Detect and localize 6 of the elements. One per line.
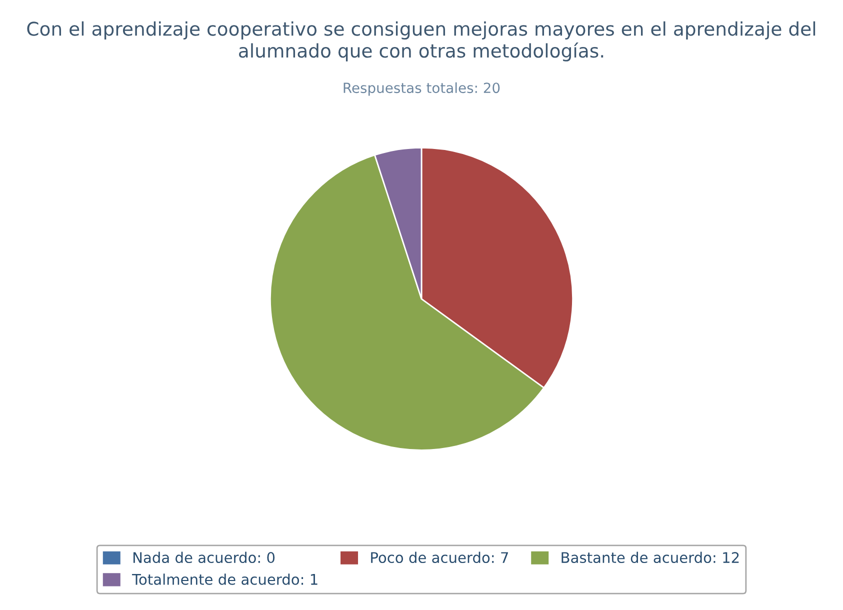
chart-subtitle: Respuestas totales: 20 — [344, 82, 500, 96]
legend-label: Nada de acuerdo: 0 — [133, 552, 275, 564]
legend-label: Totalmente de acuerdo: 1 — [132, 574, 318, 585]
chart-title: Con el aprendizaje cooperativo se consiguen mejoras mayores en el aprendizaje del alumnado que con otras metodologías. — [27, 21, 816, 62]
legend-label: Bastante de acuerdo: 12 — [562, 552, 739, 564]
legend-label: Poco de acuerdo: 7 — [371, 552, 508, 564]
